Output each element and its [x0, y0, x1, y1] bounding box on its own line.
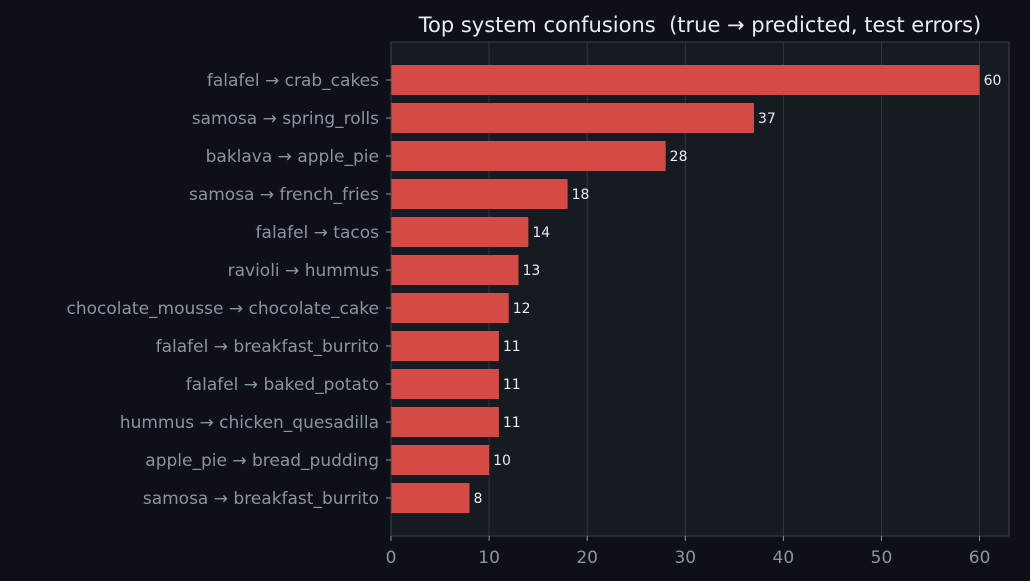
value-label: 8 — [473, 491, 482, 507]
bar — [391, 255, 519, 285]
value-label: 18 — [572, 187, 590, 203]
x-tick-label: 30 — [674, 548, 696, 568]
value-label: 14 — [532, 225, 550, 241]
bar — [391, 217, 529, 247]
category-label: falafel → tacos — [256, 223, 380, 243]
value-label: 11 — [503, 339, 521, 355]
bar — [391, 445, 490, 475]
category-label: falafel → breakfast_burrito — [156, 337, 379, 357]
category-label: falafel → baked_potato — [186, 375, 379, 395]
x-tick-label: 50 — [871, 548, 893, 568]
x-tick-label: 60 — [969, 548, 991, 568]
category-label: apple_pie → bread_pudding — [145, 451, 379, 471]
value-label: 37 — [758, 111, 776, 127]
category-label: ravioli → hummus — [228, 261, 380, 281]
bar — [391, 293, 509, 323]
bars — [391, 65, 980, 513]
labels: 0 10 20 30 40 50 60 falafel → crab_cakes 60 samos… — [67, 71, 1002, 568]
x-tick-label: 0 — [386, 548, 397, 568]
bar — [391, 331, 499, 361]
bar — [391, 369, 499, 399]
value-label: 28 — [670, 149, 688, 165]
value-label: 11 — [503, 377, 521, 393]
category-label: falafel → crab_cakes — [207, 71, 379, 91]
category-label: samosa → spring_rolls — [192, 109, 379, 129]
bar — [391, 103, 754, 133]
axes — [390, 41, 1010, 537]
category-label: baklava → apple_pie — [206, 147, 379, 167]
value-label: 12 — [513, 301, 531, 317]
x-tick-label: 10 — [478, 548, 500, 568]
x-tick-label: 40 — [773, 548, 795, 568]
chart-title: Top system confusions (true → predicted,… — [418, 13, 982, 37]
value-label: 60 — [984, 73, 1002, 89]
bar — [391, 483, 470, 513]
bar — [391, 179, 568, 209]
category-label: samosa → french_fries — [189, 185, 379, 205]
category-label: chocolate_mousse → chocolate_cake — [67, 299, 380, 319]
value-label: 13 — [523, 263, 541, 279]
category-label: hummus → chicken_quesadilla — [120, 413, 379, 433]
category-label: samosa → breakfast_burrito — [143, 489, 379, 509]
x-tick-label: 20 — [576, 548, 598, 568]
bar — [391, 65, 980, 95]
bar — [391, 407, 499, 437]
value-label: 11 — [503, 415, 521, 431]
value-label: 10 — [493, 453, 511, 469]
bar — [391, 141, 666, 171]
